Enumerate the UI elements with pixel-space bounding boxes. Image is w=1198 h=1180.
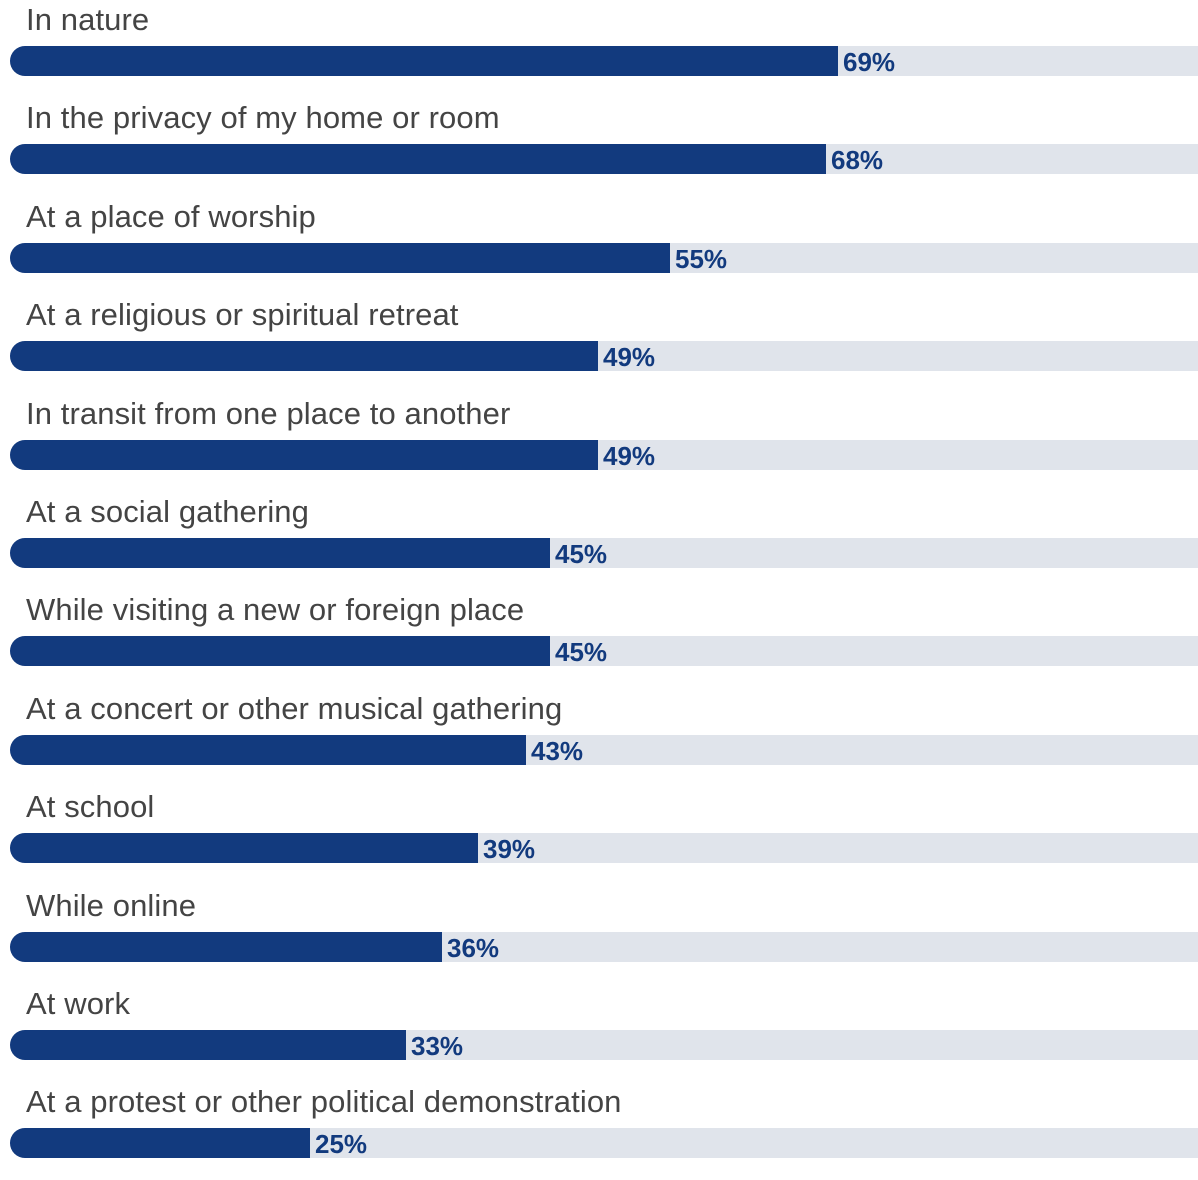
category-label: At a place of worship <box>26 198 316 234</box>
category-label: At work <box>26 986 131 1021</box>
bar <box>10 144 826 175</box>
bar-track <box>10 46 1198 76</box>
bar <box>10 734 526 765</box>
bar-row: At school 39% <box>0 787 1198 885</box>
data-label: 25% <box>315 1129 368 1160</box>
bar-row: In nature 69% <box>0 0 1198 98</box>
bar <box>10 46 838 76</box>
bar <box>10 538 550 568</box>
data-label: 39% <box>483 834 536 865</box>
bar-row: In transit from one place to another 49% <box>0 394 1198 492</box>
category-label: At a protest or other political demonstr… <box>26 1084 622 1120</box>
data-label: 45% <box>555 637 608 668</box>
data-label: 45% <box>555 539 608 569</box>
category-label: While visiting a new or foreign place <box>26 592 525 628</box>
bar <box>10 636 550 667</box>
bar-track <box>10 538 1198 568</box>
bar-row: At a social gathering 45% <box>0 492 1198 590</box>
bar-track <box>10 1128 1198 1159</box>
bar-row: In the privacy of my home or room 68% <box>0 98 1198 196</box>
category-label: At a concert or other musical gathering <box>26 690 563 726</box>
data-label: 49% <box>603 440 656 471</box>
data-label: 55% <box>675 243 728 274</box>
bar <box>10 1128 310 1159</box>
category-label: At school <box>26 789 155 825</box>
category-label: At a religious or spiritual retreat <box>26 297 459 333</box>
bar-row: At work 33% <box>0 984 1198 1082</box>
bar-track <box>10 1030 1198 1060</box>
bar-row: While visiting a new or foreign place 45% <box>0 590 1198 688</box>
category-label: In the privacy of my home or room <box>26 100 500 136</box>
bar-track <box>10 833 1198 864</box>
data-label: 43% <box>531 735 584 766</box>
bar <box>10 439 598 470</box>
bar-row: While online 36% <box>0 886 1198 984</box>
bar <box>10 341 598 372</box>
category-label: In nature <box>26 2 150 37</box>
data-label: 68% <box>831 145 884 176</box>
bar-row: At a protest or other political demonstr… <box>0 1082 1198 1180</box>
data-label: 69% <box>843 47 896 77</box>
bar <box>10 931 442 962</box>
bar <box>10 833 478 864</box>
category-label: While online <box>26 887 197 923</box>
data-label: 36% <box>447 932 500 963</box>
bar <box>10 1030 406 1060</box>
bar-track <box>10 636 1198 667</box>
bar-track <box>10 144 1198 175</box>
bar-row: At a concert or other musical gathering 4… <box>0 689 1198 787</box>
category-label: In transit from one place to another <box>26 395 511 431</box>
bar-track <box>10 242 1198 273</box>
data-label: 33% <box>411 1031 464 1061</box>
bar-row: At a place of worship 55% <box>0 197 1198 295</box>
bar-track <box>10 341 1198 372</box>
bar <box>10 242 670 273</box>
data-label: 49% <box>603 342 656 373</box>
bar-track <box>10 439 1198 470</box>
bar-track <box>10 931 1198 962</box>
bar-track <box>10 734 1198 765</box>
bar-row: At a religious or spiritual retreat 49% <box>0 295 1198 393</box>
category-label: At a social gathering <box>26 494 309 529</box>
